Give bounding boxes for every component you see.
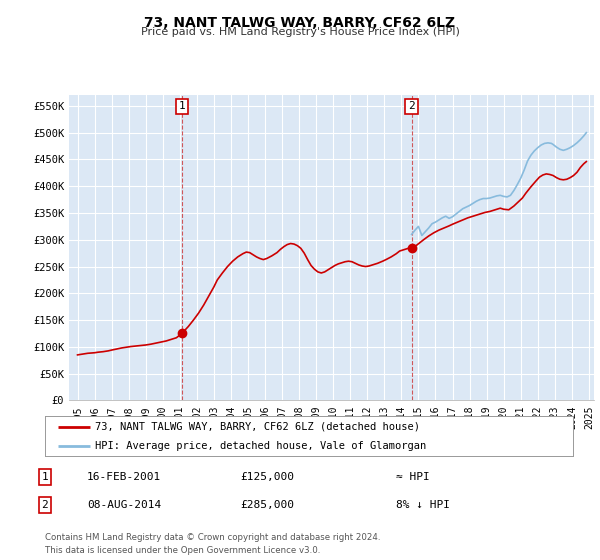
Text: 16-FEB-2001: 16-FEB-2001: [87, 472, 161, 482]
Text: £285,000: £285,000: [240, 500, 294, 510]
Text: 73, NANT TALWG WAY, BARRY, CF62 6LZ (detached house): 73, NANT TALWG WAY, BARRY, CF62 6LZ (det…: [95, 422, 420, 432]
Text: Price paid vs. HM Land Registry's House Price Index (HPI): Price paid vs. HM Land Registry's House …: [140, 27, 460, 37]
Text: £125,000: £125,000: [240, 472, 294, 482]
Text: 1: 1: [178, 101, 185, 111]
Text: 2: 2: [408, 101, 415, 111]
Text: 2: 2: [41, 500, 49, 510]
Text: 1: 1: [41, 472, 49, 482]
Text: Contains HM Land Registry data © Crown copyright and database right 2024.
This d: Contains HM Land Registry data © Crown c…: [45, 533, 380, 554]
Text: 08-AUG-2014: 08-AUG-2014: [87, 500, 161, 510]
Text: HPI: Average price, detached house, Vale of Glamorgan: HPI: Average price, detached house, Vale…: [95, 441, 427, 450]
Text: 8% ↓ HPI: 8% ↓ HPI: [396, 500, 450, 510]
Text: 73, NANT TALWG WAY, BARRY, CF62 6LZ: 73, NANT TALWG WAY, BARRY, CF62 6LZ: [145, 16, 455, 30]
Text: ≈ HPI: ≈ HPI: [396, 472, 430, 482]
